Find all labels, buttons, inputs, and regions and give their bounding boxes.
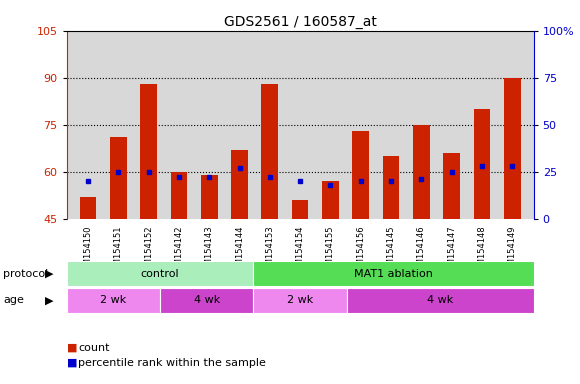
Text: ▶: ▶: [45, 268, 53, 279]
Bar: [79, 197, 96, 219]
Text: age: age: [3, 295, 24, 306]
Text: ■: ■: [67, 343, 77, 353]
Bar: [292, 200, 309, 219]
Bar: [383, 156, 400, 219]
Bar: [140, 84, 157, 219]
Bar: [504, 78, 521, 219]
Text: GDS2561 / 160587_at: GDS2561 / 160587_at: [224, 15, 376, 29]
Text: MAT1 ablation: MAT1 ablation: [354, 268, 433, 279]
Bar: [474, 109, 491, 219]
Text: 4 wk: 4 wk: [194, 295, 220, 306]
Text: ▶: ▶: [45, 295, 53, 306]
Text: count: count: [78, 343, 110, 353]
Text: 2 wk: 2 wk: [100, 295, 126, 306]
Bar: [262, 84, 278, 219]
Bar: [322, 181, 339, 219]
Bar: [353, 131, 369, 219]
Text: 4 wk: 4 wk: [427, 295, 454, 306]
Text: protocol: protocol: [3, 268, 48, 279]
Text: 2 wk: 2 wk: [287, 295, 313, 306]
Text: ■: ■: [67, 358, 77, 368]
Text: percentile rank within the sample: percentile rank within the sample: [78, 358, 266, 368]
Bar: [110, 137, 126, 219]
Bar: [413, 125, 430, 219]
Bar: [171, 172, 187, 219]
Bar: [443, 153, 460, 219]
Bar: [231, 150, 248, 219]
Bar: [201, 175, 218, 219]
Text: control: control: [141, 268, 179, 279]
